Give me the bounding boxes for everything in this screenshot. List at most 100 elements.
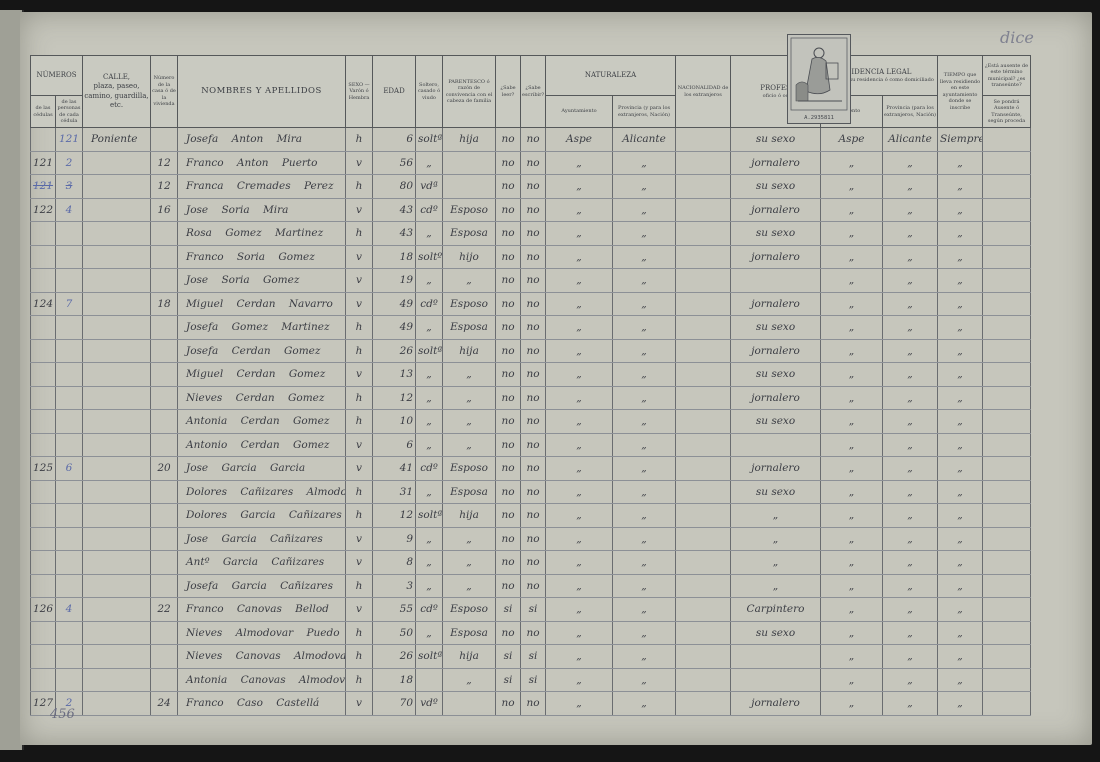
cell-can-write: no (520, 691, 547, 716)
cell-birth-province: „ (612, 362, 677, 387)
cell-street (82, 151, 152, 175)
cell-can-read: no (495, 151, 522, 175)
cell-birth-municipality: „ (545, 503, 614, 528)
header-residencia-title: SIDENCIA LEGAL (846, 67, 912, 76)
cell-house-number (150, 668, 179, 692)
cell-can-read: si (495, 644, 522, 669)
cell-person-number: 2 (54, 691, 84, 716)
cell-relationship: Esposo (442, 456, 497, 481)
cell-can-read: no (495, 574, 522, 598)
cell-age: 13 (372, 362, 417, 387)
cell-sex: v (345, 527, 374, 551)
table-row: Dolores Cañizares Almodovarh31„Esposanon… (30, 480, 1032, 504)
header-sexo: SEXO — Varón ó Hembra (345, 55, 374, 128)
cell-cedula-number (30, 268, 56, 293)
cell-can-read: no (495, 456, 522, 481)
cell-age: 18 (372, 668, 417, 692)
cell-birth-municipality: „ (545, 574, 614, 598)
cell-residence-municipality: „ (820, 480, 884, 504)
cell-can-read: no (495, 503, 522, 528)
cell-house-number (150, 339, 179, 363)
cell-street (82, 527, 152, 551)
cell-birth-province: „ (612, 574, 677, 598)
cell-absent-status (982, 480, 1032, 504)
cell-sex: v (345, 268, 374, 293)
cell-marital-status: cdº (415, 456, 444, 481)
header-calle: CALLE, plaza, paseo, camino, guardilla, e… (82, 55, 152, 128)
header-tiempo: TIEMPO que lleva residiendo en este ayun… (937, 55, 984, 128)
cell-cedula-number: 125 (30, 456, 56, 481)
cell-nationality (675, 433, 732, 457)
cell-marital-status: „ (415, 151, 444, 175)
cell-relationship: „ (442, 362, 497, 387)
cell-can-write: no (520, 621, 547, 645)
cell-residence-time: „ (937, 550, 984, 575)
cell-street (82, 433, 152, 457)
cell-full-name: Jose Soria Gomez (177, 268, 347, 293)
cell-can-write: no (520, 503, 547, 528)
cell-marital-status: „ (415, 221, 444, 246)
cell-residence-municipality: „ (820, 292, 884, 316)
cell-house-number (150, 574, 179, 598)
cell-birth-province: Alicante (612, 127, 677, 152)
table-row: Franco Soria Gomez v 18 soltº hijo no no „ „ jorn… (30, 245, 1032, 269)
cell-birth-province: „ (612, 386, 677, 410)
cell-residence-province: „ (882, 151, 939, 175)
corner-handwritten-note: dice (1000, 28, 1034, 47)
cell-cedula-number (30, 668, 56, 692)
cell-absent-status (982, 362, 1032, 387)
cell-can-write: no (520, 456, 547, 481)
cell-residence-time: „ (937, 221, 984, 246)
cell-nationality (675, 409, 732, 434)
cell-relationship: Esposo (442, 292, 497, 316)
cell-residence-province: „ (882, 221, 939, 246)
cell-house-number (150, 268, 179, 293)
header-numeros: NÚMEROS (29, 55, 84, 96)
cell-sex: h (345, 480, 374, 504)
allegorical-figure-icon (790, 37, 848, 111)
cell-street (82, 503, 152, 528)
cell-residence-province: „ (882, 245, 939, 269)
cell-can-read: no (495, 221, 522, 246)
cell-residence-time: „ (937, 691, 984, 716)
header-res-provincia: Provincia (para los extranjeros, Nación) (882, 95, 939, 128)
cell-house-number (150, 386, 179, 410)
table-row: 125 6 20 Jose Garcia Garcia v 41 cdº Esposo no no… (30, 456, 1032, 481)
cell-marital-status: soltª (415, 339, 444, 363)
cell-can-write: no (520, 221, 547, 246)
cell-residence-province: „ (882, 621, 939, 645)
cell-birth-province: „ (612, 527, 677, 551)
header-numero-casa: Número de la casa ó de la vivienda (150, 55, 179, 128)
cell-house-number (150, 362, 179, 387)
cell-sex: v (345, 597, 374, 622)
cell-relationship: „ (442, 668, 497, 692)
cell-person-number (54, 668, 84, 692)
cell-profession: „ (730, 503, 822, 528)
cell-birth-province: „ (612, 691, 677, 716)
cell-residence-municipality: „ (820, 362, 884, 387)
cell-full-name: Dolores Garcia Cañizares (177, 503, 347, 528)
cell-residence-time: „ (937, 362, 984, 387)
cell-can-read: si (495, 668, 522, 692)
cell-profession: „ (730, 550, 822, 575)
cell-house-number (150, 503, 179, 528)
cell-street (82, 409, 152, 434)
cell-profession: su sexo (730, 480, 822, 504)
cell-absent-status (982, 221, 1032, 246)
cell-residence-time: „ (937, 527, 984, 551)
cell-residence-province: „ (882, 503, 939, 528)
cell-house-number (150, 127, 179, 152)
cell-nationality (675, 245, 732, 269)
cell-residence-time: „ (937, 621, 984, 645)
census-table: NÚMEROS CALLE, plaza, paseo, camino, guar… (29, 55, 1032, 716)
cell-cedula-number (30, 245, 56, 269)
cell-residence-municipality: „ (820, 174, 884, 199)
cell-age: 6 (372, 127, 417, 152)
cell-relationship: hijo (442, 245, 497, 269)
cell-can-read: no (495, 621, 522, 645)
cell-house-number (150, 245, 179, 269)
header-de-cedulas: de las cédulas (30, 95, 56, 128)
cell-residence-province: „ (882, 315, 939, 340)
cell-residence-municipality: „ (820, 409, 884, 434)
cell-birth-province: „ (612, 198, 677, 222)
